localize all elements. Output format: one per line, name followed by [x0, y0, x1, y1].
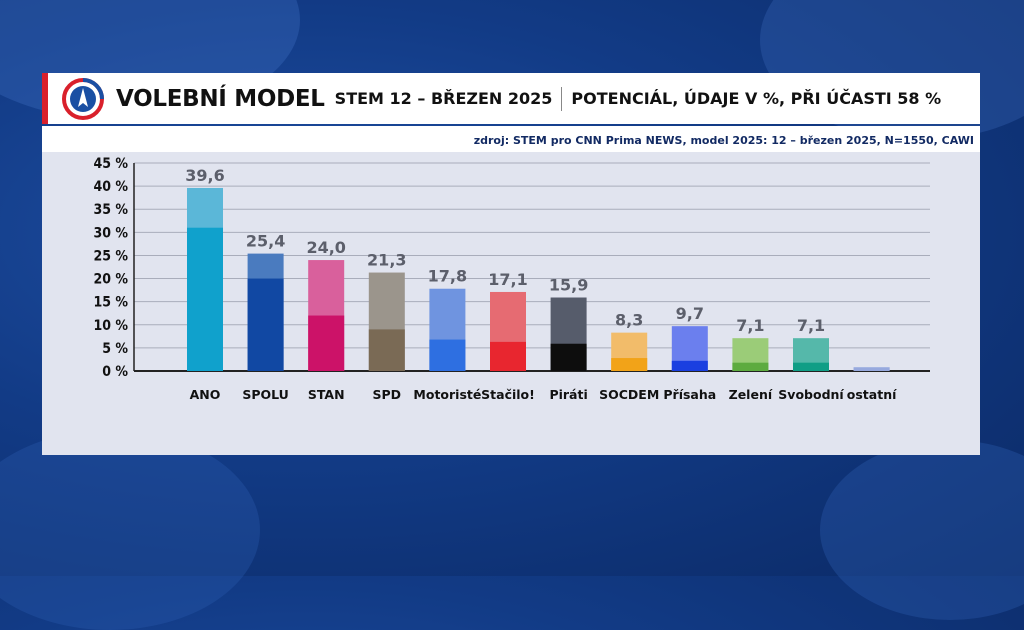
y-tick-label: 15 %	[93, 295, 128, 311]
source-text: zdroj: STEM pro CNN Prima NEWS, model 20…	[473, 134, 974, 147]
y-tick-label: 35 %	[93, 202, 128, 218]
data-label: 17,8	[428, 267, 467, 286]
data-label: 15,9	[549, 276, 588, 295]
bar-inner	[732, 362, 769, 371]
data-label: 21,3	[367, 251, 406, 270]
y-tick-label: 25 %	[93, 248, 128, 264]
category-label: SPOLU	[242, 387, 288, 402]
bar-inner	[187, 227, 223, 371]
bar-inner	[550, 343, 587, 371]
category-label: STAN	[308, 387, 345, 402]
bar-inner	[793, 362, 829, 371]
data-label: 7,1	[797, 316, 825, 335]
data-label: 8,3	[615, 311, 643, 330]
data-label: 39,6	[185, 166, 224, 185]
category-label: SPD	[373, 387, 402, 402]
bar-inner	[853, 367, 890, 371]
cnn-prima-logo-icon	[62, 77, 104, 120]
source-bar: zdroj: STEM pro CNN Prima NEWS, model 20…	[42, 126, 980, 152]
y-tick-label: 10 %	[93, 318, 128, 334]
background-shape	[820, 440, 1024, 620]
y-tick-label: 0 %	[102, 364, 128, 380]
category-label: ANO	[190, 387, 221, 402]
category-label: Svobodní	[778, 387, 844, 402]
data-label: 7,1	[736, 316, 764, 335]
page-title: VOLEBNÍ MODEL	[116, 85, 325, 112]
bar-inner	[611, 358, 648, 371]
category-label: Přísaha	[663, 387, 716, 402]
bar-inner	[368, 329, 405, 371]
page-description: POTENCIÁL, ÚDAJE V %, PŘI ÚČASTI 58 %	[571, 89, 942, 108]
data-label: 25,4	[246, 232, 285, 251]
category-label: Zelení	[729, 387, 773, 402]
background-shape	[0, 430, 260, 630]
data-label: 17,1	[488, 270, 527, 289]
category-label: ostatní	[847, 387, 897, 402]
bar-inner	[308, 315, 345, 371]
bar-inner	[429, 339, 466, 371]
y-tick-label: 20 %	[93, 272, 128, 288]
category-label: SOCDEM	[599, 387, 659, 402]
chart-header: VOLEBNÍ MODEL STEM 12 – BŘEZEN 2025 POTE…	[42, 73, 980, 124]
category-label: Stačilo!	[481, 387, 535, 402]
y-tick-label: 45 %	[93, 156, 128, 172]
y-tick-label: 5 %	[102, 341, 128, 357]
y-tick-label: 40 %	[93, 179, 128, 195]
category-label: Motoristé	[413, 387, 481, 402]
header-divider	[561, 86, 563, 111]
data-label: 9,7	[676, 304, 704, 323]
page-subtitle: STEM 12 – BŘEZEN 2025	[334, 89, 553, 108]
y-tick-label: 30 %	[93, 225, 128, 241]
bar-inner	[671, 360, 708, 371]
bar-inner	[247, 278, 284, 371]
chart-panel: 0 % 5 % 10 % 15 % 20 % 25 % 30 % 35 % 40 % 45 % 39…	[42, 152, 980, 455]
bar-chart: 0 % 5 % 10 % 15 % 20 % 25 % 30 % 35 % 40 % 45 % 39…	[93, 156, 930, 402]
bar-inner	[490, 341, 526, 371]
data-label: 24,0	[306, 238, 345, 257]
category-label: Piráti	[549, 387, 587, 402]
